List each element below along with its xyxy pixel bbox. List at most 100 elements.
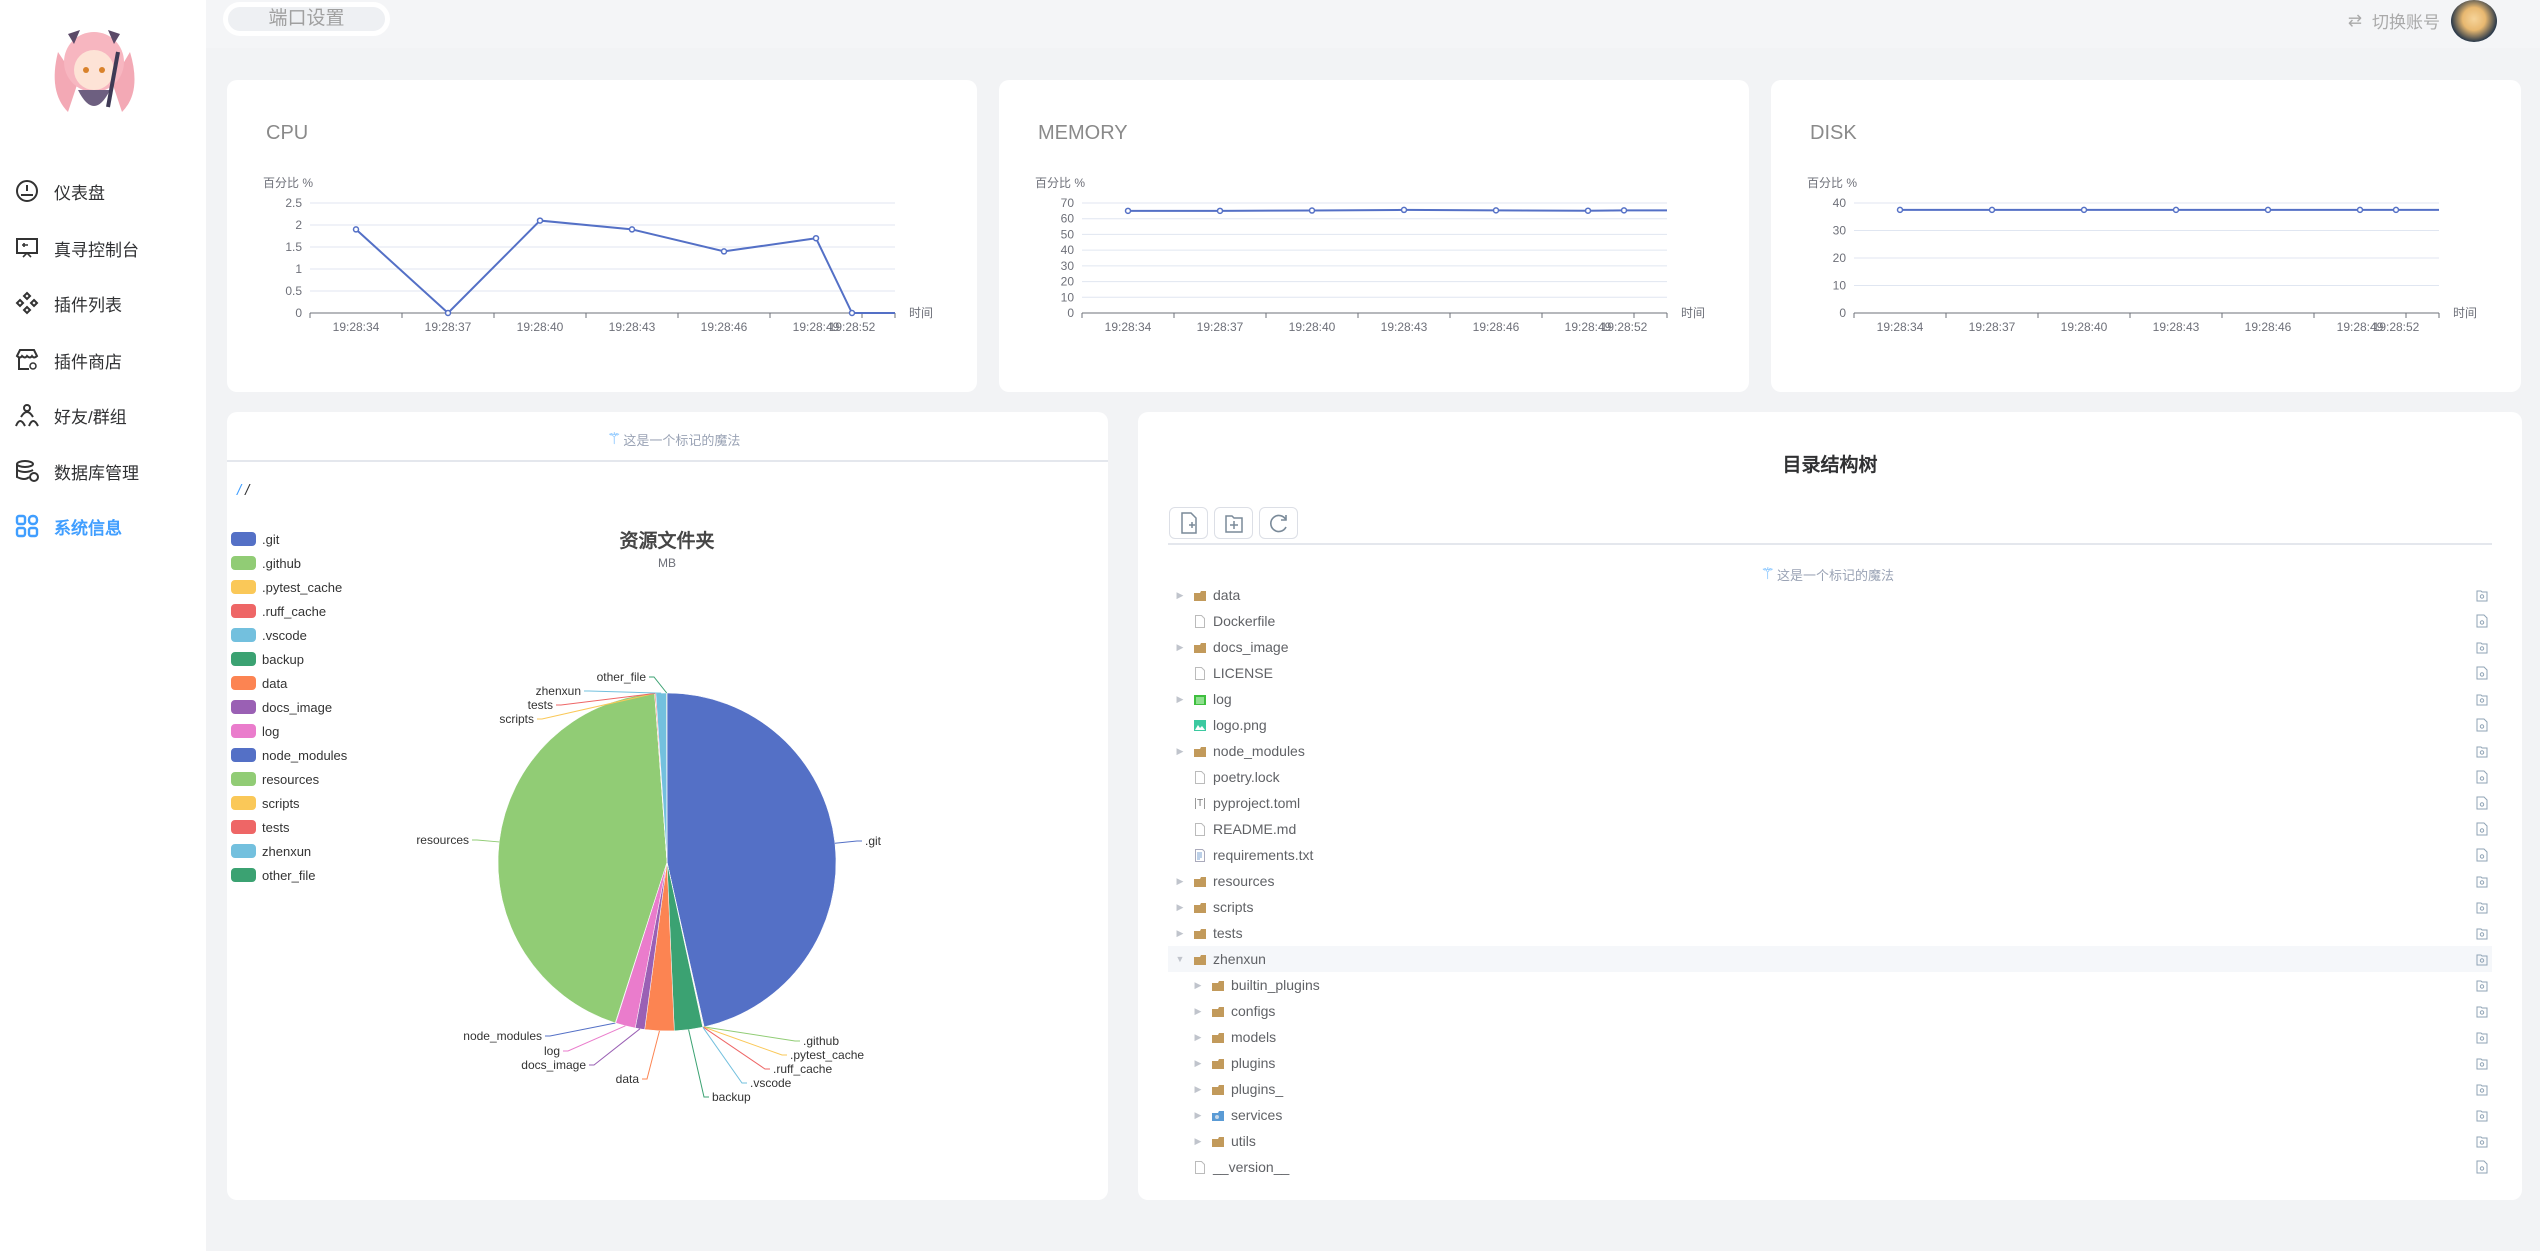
data-point[interactable] (2264, 206, 2272, 214)
caret-right-icon[interactable]: ▶ (1176, 641, 1184, 652)
legend-item[interactable]: backup (231, 647, 347, 671)
tree-row[interactable]: ▶ services (1168, 1102, 2492, 1128)
data-point[interactable] (1216, 207, 1224, 215)
folder-settings-icon[interactable] (2476, 874, 2488, 888)
data-point[interactable] (444, 309, 452, 317)
data-point[interactable] (1896, 206, 1904, 214)
legend-item[interactable]: .git (231, 527, 347, 551)
legend-item[interactable]: docs_image (231, 695, 347, 719)
tree-row[interactable]: ▶ log (1168, 686, 2492, 712)
tree-row[interactable]: __version__ (1168, 1154, 2492, 1178)
file-settings-icon[interactable] (2476, 1160, 2488, 1174)
legend-item[interactable]: zhenxun (231, 839, 347, 863)
data-point[interactable] (536, 217, 544, 224)
tree-row[interactable]: ▼ zhenxun (1168, 946, 2492, 972)
avatar[interactable] (2451, 0, 2497, 42)
folder-settings-icon[interactable] (2476, 926, 2488, 940)
folder-settings-icon[interactable] (2476, 900, 2488, 914)
pie-slice[interactable] (666, 692, 837, 1028)
caret-right-icon[interactable]: ▶ (1176, 875, 1184, 886)
tree-row[interactable]: README.md (1168, 816, 2492, 842)
tree-row[interactable]: ▶ models (1168, 1024, 2492, 1050)
caret-right-icon[interactable]: ▶ (1176, 927, 1184, 938)
folder-settings-icon[interactable] (2476, 1004, 2488, 1018)
caret-right-icon[interactable]: ▶ (1194, 979, 1202, 990)
folder-settings-icon[interactable] (2476, 640, 2488, 654)
folder-settings-icon[interactable] (2476, 952, 2488, 966)
legend-item[interactable]: .ruff_cache (231, 599, 347, 623)
data-point[interactable] (2356, 206, 2364, 214)
refresh-button[interactable] (1259, 507, 1298, 539)
data-point[interactable] (1620, 207, 1628, 214)
file-settings-icon[interactable] (2476, 614, 2488, 628)
sidebar-item-4[interactable]: 插件商店 (14, 340, 122, 380)
folder-settings-icon[interactable] (2476, 588, 2488, 602)
caret-down-icon[interactable]: ▼ (1175, 954, 1185, 964)
tree-row[interactable]: ▶ data (1168, 588, 2492, 608)
tree-row[interactable]: logo.png (1168, 712, 2492, 738)
data-point[interactable] (2172, 206, 2180, 214)
file-settings-icon[interactable] (2476, 796, 2488, 810)
new-file-button[interactable] (1169, 507, 1208, 539)
path-root[interactable]: / (237, 482, 242, 499)
data-point[interactable] (352, 226, 360, 233)
folder-settings-icon[interactable] (2476, 744, 2488, 758)
tree-row[interactable]: ▶ plugins (1168, 1050, 2492, 1076)
port-settings-button[interactable]: 端口设置 (223, 2, 390, 36)
folder-settings-icon[interactable] (2476, 1082, 2488, 1096)
caret-right-icon[interactable]: ▶ (1194, 1031, 1202, 1042)
folder-settings-icon[interactable] (2476, 1030, 2488, 1044)
data-point[interactable] (2080, 206, 2088, 214)
caret-right-icon[interactable]: ▶ (1176, 589, 1184, 600)
legend-item[interactable]: tests (231, 815, 347, 839)
tree-row[interactable]: ▶ utils (1168, 1128, 2492, 1154)
legend-item[interactable]: log (231, 719, 347, 743)
tree-row[interactable]: ▶ builtin_plugins (1168, 972, 2492, 998)
folder-settings-icon[interactable] (2476, 1108, 2488, 1122)
caret-right-icon[interactable]: ▶ (1176, 901, 1184, 912)
tree-row[interactable]: requirements.txt (1168, 842, 2492, 868)
legend-item[interactable]: other_file (231, 863, 347, 887)
folder-settings-icon[interactable] (2476, 1134, 2488, 1148)
folder-settings-icon[interactable] (2476, 692, 2488, 706)
file-tree[interactable]: ▶ data Dockerfile ▶ docs_image LICENSE ▶ log log… (1168, 588, 2492, 1178)
folder-settings-icon[interactable] (2476, 978, 2488, 992)
tree-row[interactable]: Dockerfile (1168, 608, 2492, 634)
tree-row[interactable]: ▶ configs (1168, 998, 2492, 1024)
data-point[interactable] (2392, 206, 2400, 214)
caret-right-icon[interactable]: ▶ (1176, 745, 1184, 756)
legend-item[interactable]: node_modules (231, 743, 347, 767)
tree-row[interactable]: poetry.lock (1168, 764, 2492, 790)
data-point[interactable] (848, 309, 856, 317)
data-point[interactable] (812, 234, 820, 242)
file-settings-icon[interactable] (2476, 770, 2488, 784)
caret-right-icon[interactable]: ▶ (1194, 1057, 1202, 1068)
data-point[interactable] (1584, 207, 1592, 214)
data-point[interactable] (1308, 207, 1316, 214)
legend-item[interactable]: resources (231, 767, 347, 791)
tree-row[interactable]: ▶ docs_image (1168, 634, 2492, 660)
data-point[interactable] (1400, 206, 1408, 214)
file-settings-icon[interactable] (2476, 848, 2488, 862)
sidebar-item-5[interactable]: 好友/群组 (14, 395, 127, 435)
caret-right-icon[interactable]: ▶ (1194, 1109, 1202, 1120)
tree-row[interactable]: ▶ tests (1168, 920, 2492, 946)
tree-row[interactable]: ▶ plugins_ (1168, 1076, 2492, 1102)
file-settings-icon[interactable] (2476, 666, 2488, 680)
sidebar-item-7[interactable]: 系统信息 (14, 506, 122, 546)
caret-right-icon[interactable]: ▶ (1194, 1135, 1202, 1146)
tree-row[interactable]: ▶ resources (1168, 868, 2492, 894)
tree-row[interactable]: ▶ node_modules (1168, 738, 2492, 764)
data-point[interactable] (1988, 206, 1996, 214)
tree-row[interactable]: LICENSE (1168, 660, 2492, 686)
sidebar-item-6[interactable]: 数据库管理 (14, 451, 139, 491)
tree-row[interactable]: ▶ scripts (1168, 894, 2492, 920)
file-settings-icon[interactable] (2476, 718, 2488, 732)
legend-item[interactable]: .github (231, 551, 347, 575)
new-folder-button[interactable] (1214, 507, 1253, 539)
legend-item[interactable]: .vscode (231, 623, 347, 647)
legend-item[interactable]: data (231, 671, 347, 695)
sidebar-item-1[interactable]: 仪表盘 (14, 171, 105, 211)
legend-item[interactable]: scripts (231, 791, 347, 815)
